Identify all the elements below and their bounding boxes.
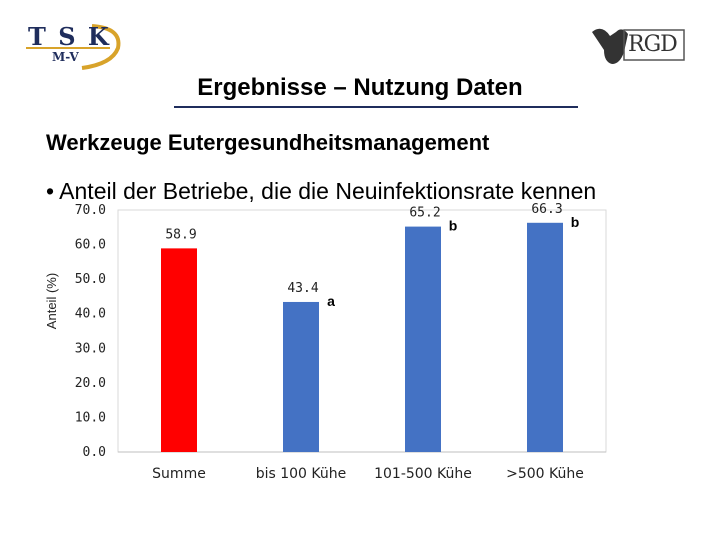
y-tick-label: 30.0 xyxy=(75,341,106,356)
section-subtitle: Werkzeuge Eutergesundheitsmanagement xyxy=(46,130,490,155)
data-label: 58.9 xyxy=(165,227,196,242)
rgd-logo-text: RGD xyxy=(628,32,678,57)
cow-head-icon xyxy=(592,28,685,64)
y-tick-label: 0.0 xyxy=(83,445,106,460)
tsk-logo-text: T S K xyxy=(28,22,111,51)
x-tick-label: Summe xyxy=(152,466,206,482)
data-label: 66.3 xyxy=(531,202,562,217)
page-title: Ergebnisse – Nutzung Daten xyxy=(197,74,523,101)
y-tick-label: 40.0 xyxy=(75,307,106,322)
significance-letter: b xyxy=(449,218,458,234)
bullet-text: • Anteil der Betriebe, die die Neuinfekt… xyxy=(46,178,597,204)
y-axis-label: Anteil (%) xyxy=(44,273,59,329)
bar xyxy=(161,248,197,452)
bar xyxy=(527,222,563,452)
y-tick-label: 60.0 xyxy=(75,238,106,253)
significance-letter: b xyxy=(571,214,580,230)
tsk-logo: T S K M-V xyxy=(22,18,126,72)
y-tick-label: 10.0 xyxy=(75,410,106,425)
tsk-logo-swoosh xyxy=(26,24,121,70)
y-tick-label: 20.0 xyxy=(75,376,106,391)
title-underline xyxy=(174,106,578,108)
significance-letter: a xyxy=(327,293,335,309)
data-label: 65.2 xyxy=(409,206,440,221)
y-tick-label: 50.0 xyxy=(75,272,106,287)
x-tick-label: bis 100 Kühe xyxy=(256,466,347,482)
x-tick-label: 101-500 Kühe xyxy=(374,466,472,482)
rgd-logo: RGD xyxy=(588,22,690,68)
data-label: 43.4 xyxy=(287,281,318,296)
y-tick-label: 70.0 xyxy=(75,203,106,218)
bar xyxy=(283,301,319,452)
bar xyxy=(405,226,441,452)
x-tick-label: >500 Kühe xyxy=(506,466,584,482)
tsk-logo-subtext: M-V xyxy=(52,50,79,64)
